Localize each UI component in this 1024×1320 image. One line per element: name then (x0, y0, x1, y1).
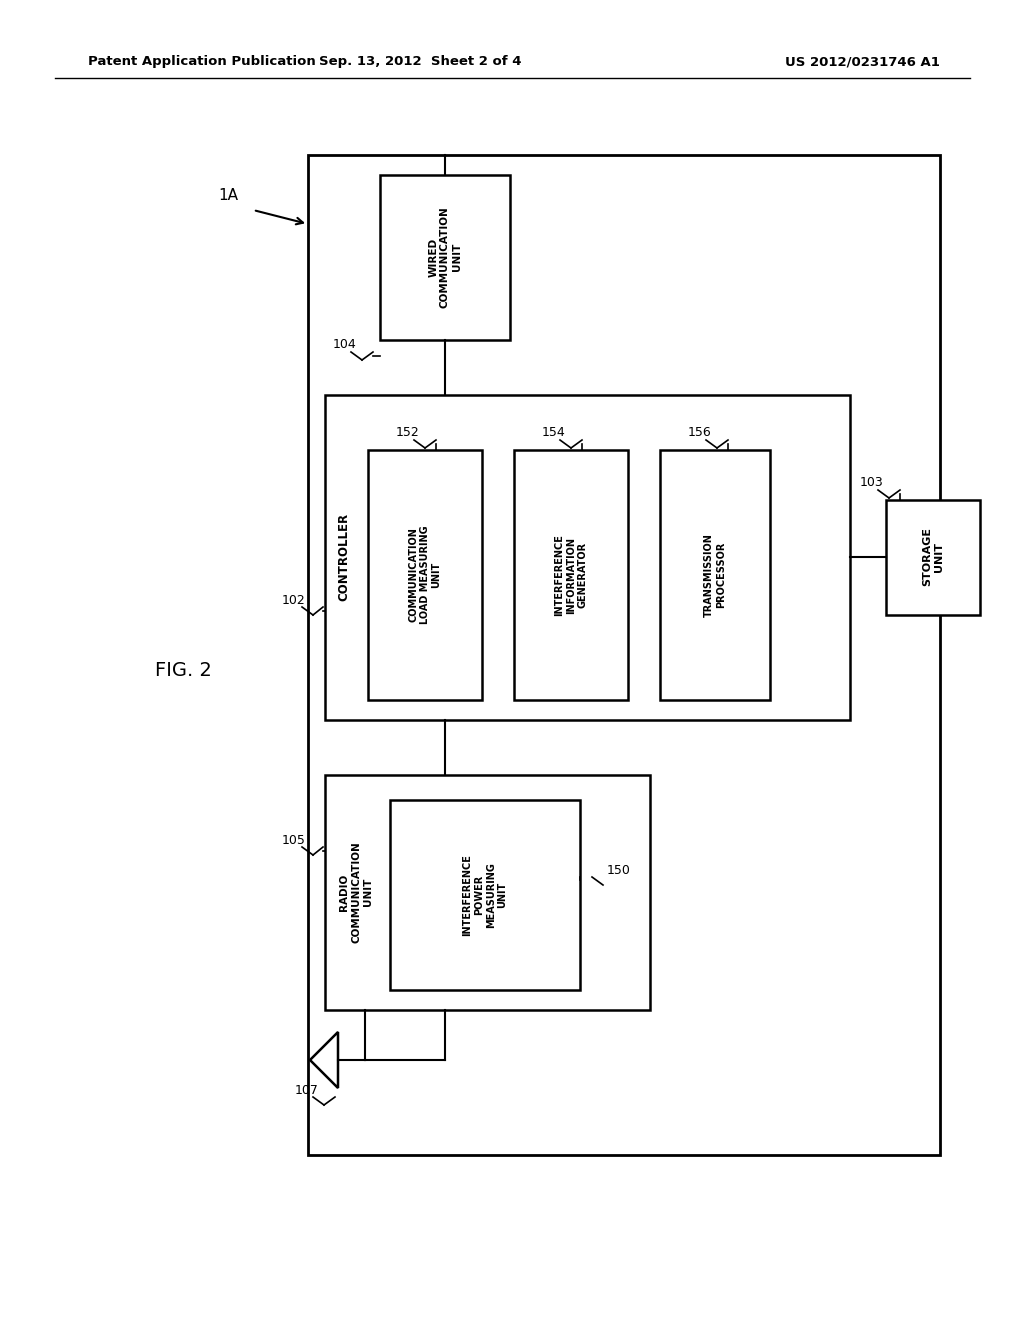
Text: Sep. 13, 2012  Sheet 2 of 4: Sep. 13, 2012 Sheet 2 of 4 (318, 55, 521, 69)
Bar (390, 800, 580, 990)
Bar (660, 450, 770, 700)
Text: 150: 150 (607, 863, 631, 876)
Bar (308, 154, 940, 1155)
Bar (380, 176, 510, 341)
Text: RADIO
COMMUNICATION
UNIT: RADIO COMMUNICATION UNIT (339, 841, 373, 942)
Bar (886, 500, 980, 615)
Text: 105: 105 (282, 833, 306, 846)
Bar (514, 450, 628, 700)
Text: 104: 104 (333, 338, 356, 351)
Text: WIRED
COMMUNICATION
UNIT: WIRED COMMUNICATION UNIT (428, 206, 462, 308)
Text: COMMUNICATION
LOAD MEASURING
UNIT: COMMUNICATION LOAD MEASURING UNIT (409, 525, 441, 624)
Text: 107: 107 (295, 1084, 318, 1097)
Bar (325, 775, 650, 1010)
Text: TRANSMISSION
PROCESSOR: TRANSMISSION PROCESSOR (705, 533, 726, 616)
Bar (325, 395, 850, 719)
Text: 1A: 1A (218, 189, 238, 203)
Text: 154: 154 (542, 425, 565, 438)
Text: 156: 156 (688, 425, 712, 438)
Text: CONTROLLER: CONTROLLER (338, 513, 350, 601)
Text: Patent Application Publication: Patent Application Publication (88, 55, 315, 69)
Bar (368, 450, 482, 700)
Text: STORAGE
UNIT: STORAGE UNIT (923, 528, 944, 586)
Text: INTERFERENCE
POWER
MEASURING
UNIT: INTERFERENCE POWER MEASURING UNIT (463, 854, 508, 936)
Text: 103: 103 (860, 477, 884, 490)
Text: INTERFERENCE
INFORMATION
GENERATOR: INTERFERENCE INFORMATION GENERATOR (554, 535, 588, 616)
Text: 152: 152 (396, 425, 420, 438)
Text: US 2012/0231746 A1: US 2012/0231746 A1 (785, 55, 940, 69)
Text: 102: 102 (282, 594, 306, 606)
Text: FIG. 2: FIG. 2 (155, 660, 212, 680)
